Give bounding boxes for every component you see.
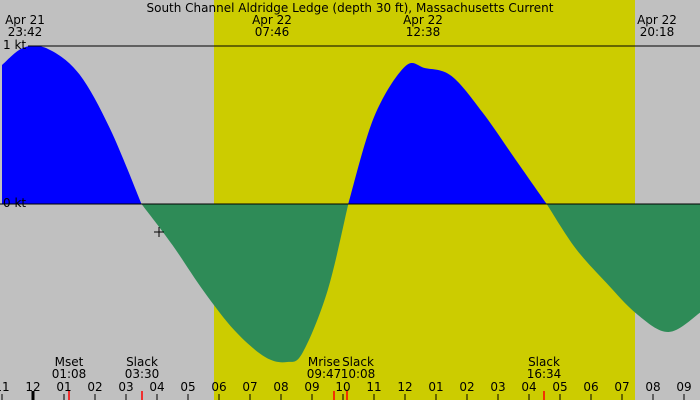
event-label-0: Mset <box>55 355 84 369</box>
cursor-crosshair <box>154 227 164 237</box>
hour-tick-label-4: 03 <box>118 380 133 394</box>
current-area-2 <box>348 62 547 204</box>
top-label-date-3: Apr 22 <box>637 13 677 27</box>
hour-tick-label-2: 01 <box>56 380 71 394</box>
top-label-time-3: 20:18 <box>640 25 675 39</box>
hour-tick-label-15: 02 <box>459 380 474 394</box>
event-time-3: 10:08 <box>341 367 376 381</box>
event-label-4: Slack <box>528 355 560 369</box>
event-time-4: 16:34 <box>527 367 562 381</box>
current-area-1 <box>141 204 349 363</box>
top-label-time-1: 07:46 <box>255 25 290 39</box>
top-label-date-2: Apr 22 <box>403 13 443 27</box>
hour-tick-label-10: 09 <box>304 380 319 394</box>
chart-title: South Channel Aldridge Ledge (depth 30 f… <box>146 1 553 15</box>
hour-tick-label-16: 03 <box>490 380 505 394</box>
event-time-2: 09:47 <box>307 367 342 381</box>
hour-tick-label-17: 04 <box>521 380 536 394</box>
current-area-0 <box>2 45 142 204</box>
event-label-1: Slack <box>126 355 158 369</box>
hour-tick-label-3: 02 <box>87 380 102 394</box>
hour-tick-label-14: 01 <box>428 380 443 394</box>
event-time-1: 03:30 <box>125 367 160 381</box>
y-tick-label-0kt: 0 kt <box>3 196 26 210</box>
hour-tick-label-11: 10 <box>335 380 350 394</box>
top-label-date-0: Apr 21 <box>5 13 45 27</box>
current-area-3 <box>546 204 700 333</box>
hour-tick-label-21: 08 <box>645 380 660 394</box>
event-labels: Mset01:08Slack03:30Mrise09:47Slack10:08S… <box>52 355 562 381</box>
hour-tick-label-22: 09 <box>676 380 691 394</box>
event-time-0: 01:08 <box>52 367 87 381</box>
hour-axis: 11 12 01 02 03 04 05 06 07 08 09 10 11 12 01 02 03 04 05 06… <box>0 380 692 400</box>
hour-tick-label-13: 12 <box>397 380 412 394</box>
hour-tick-label-0: 11 <box>0 380 10 394</box>
hour-tick-label-9: 08 <box>273 380 288 394</box>
hour-tick-label-5: 04 <box>149 380 164 394</box>
hour-tick-label-18: 05 <box>552 380 567 394</box>
y-tick-label-1kt: 1 kt <box>3 38 26 52</box>
event-label-2: Mrise <box>308 355 340 369</box>
hour-tick-label-19: 06 <box>583 380 598 394</box>
hour-tick-label-6: 05 <box>180 380 195 394</box>
current-areas <box>2 45 700 363</box>
hour-tick-label-12: 11 <box>366 380 381 394</box>
hour-tick-label-8: 07 <box>242 380 257 394</box>
hour-tick-label-20: 07 <box>614 380 629 394</box>
top-label-time-0: 23:42 <box>8 25 43 39</box>
top-label-date-1: Apr 22 <box>252 13 292 27</box>
top-label-time-2: 12:38 <box>406 25 441 39</box>
hour-tick-label-7: 06 <box>211 380 226 394</box>
hour-tick-label-1: 12 <box>25 380 40 394</box>
event-label-3: Slack <box>342 355 374 369</box>
